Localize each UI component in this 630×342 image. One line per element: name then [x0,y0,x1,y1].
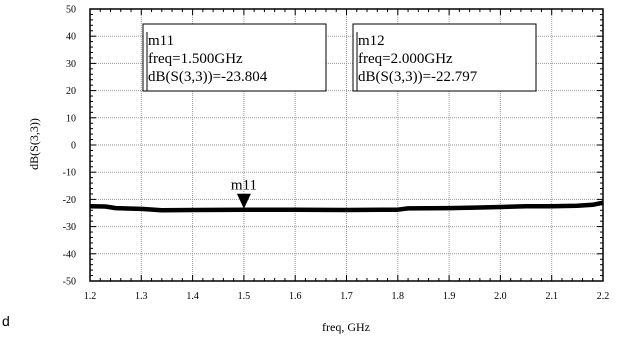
y-tick-labels: 50 40 30 20 10 0 -10 -20 -30 -40 -50 [63,5,76,288]
readout-line: dB(S(3,3))=-22.797 [358,69,478,85]
marker-m11-arrow [236,193,251,209]
x-tick-label: 2.1 [545,291,558,302]
readout-line: freq=2.000GHz [358,51,453,67]
marker-readouts: m11 freq=1.500GHz dB(S(3,3))=-23.804 m12 fre… [142,23,537,92]
x-tick-label: 1.9 [443,291,456,302]
readout-frame [352,23,537,92]
x-tick-label: 1.2 [84,291,97,302]
grid [89,8,604,282]
series-layer [89,200,604,213]
y-tick-label: 30 [66,59,76,70]
y-axis-label: dB(S(3,3)) [27,118,41,170]
x-tick-label: 1.8 [392,291,405,302]
x-axis-label: freq, GHz [322,320,370,334]
y-tick-label: 40 [66,32,76,43]
readout-box-m11: m11 freq=1.500GHz dB(S(3,3))=-23.804 [142,23,327,92]
readout-frame [142,23,327,92]
x-tick-label: 2.2 [597,291,610,302]
y-tick-label: 50 [66,5,76,16]
stray-text: d [2,313,10,329]
x-tick-label: 1.5 [238,291,251,302]
y-tick-label: 0 [71,141,76,152]
marker-m11-label: m11 [231,178,257,194]
x-tick-labels: 1.2 1.3 1.4 1.5 1.6 1.7 1.8 1.9 2.0 2.1 2.2 [84,291,610,302]
x-tick-label: 2.0 [494,291,507,302]
y-tick-label: -40 [63,249,76,260]
x-tick-label: 1.3 [135,291,148,302]
readout-line: dB(S(3,3))=-23.804 [148,69,268,85]
y-tick-label: 10 [66,113,76,124]
series-line-s33 [89,200,604,213]
y-tick-label: -50 [63,277,76,288]
readout-box-m12: m12 freq=2.000GHz dB(S(3,3))=-22.797 [352,23,537,92]
x-tick-label: 1.7 [340,291,353,302]
readout-line: freq=1.500GHz [148,51,243,67]
y-tick-label: -30 [63,222,76,233]
y-tick-label: -10 [63,168,76,179]
x-tick-label: 1.6 [289,291,302,302]
y-tick-label: -20 [63,195,76,206]
readout-line: m12 [358,33,385,49]
y-tick-label: 20 [66,86,76,97]
plot-frame [89,8,604,282]
readout-line: m11 [148,33,174,49]
x-tick-label: 1.4 [186,291,199,302]
marker-layer: m11 [231,178,257,209]
